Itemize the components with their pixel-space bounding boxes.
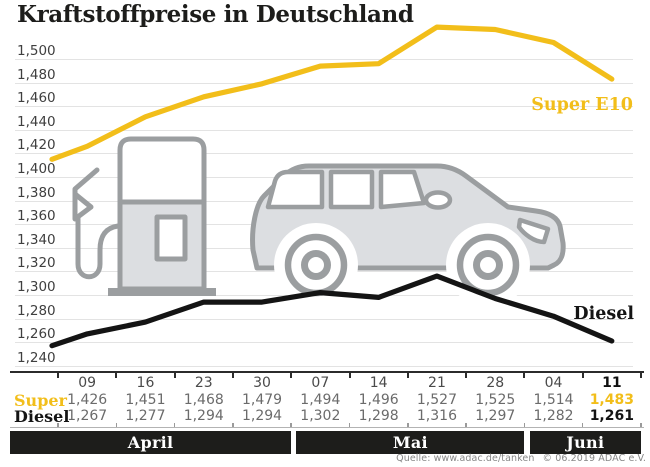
chart-title: Kraftstoffpreise in Deutschland [17, 1, 414, 28]
date-label: 09 [78, 375, 97, 391]
price-value-super: 1,479 [241, 391, 283, 408]
price-chart: 1,240 1,260 1,280 1,300 1,320 1,340 1,360 1,380… [15, 24, 634, 367]
car-icon [250, 163, 566, 307]
separator-tick [57, 423, 59, 427]
separator-tick [465, 423, 467, 427]
x-axis-line [10, 371, 644, 373]
pump-base [108, 288, 216, 296]
date-label: 16 [136, 375, 155, 391]
price-value-diesel: 1,277 [125, 408, 166, 424]
separator-tick [523, 423, 526, 427]
y-axis-tick-label: 1,380 [17, 185, 56, 201]
x-axis-tick [523, 371, 526, 378]
price-value-diesel: 1,298 [358, 408, 399, 424]
price-value-super: 1,496 [358, 391, 399, 408]
price-value-diesel: 1,302 [300, 408, 341, 424]
source-quelle: Quelle: www.adac.de/tanken [396, 453, 535, 464]
x-axis-tick [406, 371, 409, 378]
month-band-april: April [10, 431, 292, 454]
series-label-layer: Super E10 Diesel [531, 95, 634, 324]
price-value-diesel: 1,267 [67, 408, 108, 424]
x-axis-tick [465, 371, 468, 378]
price-value-diesel: 1,294 [183, 408, 224, 424]
separator-tick [232, 423, 234, 427]
pump-nozzle-trigger [72, 191, 94, 222]
y-axis-tick-label: 1,260 [17, 326, 56, 342]
price-value-super: 1,525 [475, 391, 516, 408]
front-wheel-hub [473, 250, 503, 280]
date-label: 14 [369, 375, 388, 391]
date-label: 07 [311, 375, 330, 391]
pump-hose [75, 213, 121, 280]
x-axis-tick [173, 371, 176, 378]
car-side-mirror [423, 190, 453, 210]
price-value-super: 1,451 [125, 391, 166, 408]
y-axis-tick-label: 1,280 [17, 303, 56, 319]
car-middle-window [328, 169, 375, 210]
x-axis-tick [231, 371, 234, 378]
price-value-diesel: 1,297 [475, 408, 516, 424]
separator-tick [290, 423, 292, 427]
super-e10-label: Super E10 [531, 95, 633, 115]
date-label: 21 [428, 375, 446, 391]
source-copyright: © 06.2019 ADAC e.V. [542, 453, 646, 464]
month-band-mai: Mai [296, 431, 525, 454]
month-band-juni: Juni [529, 431, 641, 454]
separator-tick [581, 423, 584, 427]
price-value-diesel: 1,261 [589, 408, 634, 424]
price-value-super: 1,483 [589, 391, 634, 408]
price-value-super: 1,426 [67, 391, 108, 408]
y-axis-tick-label: 1,480 [17, 67, 56, 83]
price-value-super: 1,468 [183, 391, 224, 408]
y-axis-tick-label: 1,400 [17, 161, 56, 177]
row-label-super: Super [14, 390, 67, 410]
car-front-window [378, 169, 427, 210]
date-label: 28 [486, 375, 505, 391]
source-note: Quelle: www.adac.de/tanken © 06.2019 ADAC… [396, 453, 646, 464]
row-label-diesel: Diesel [14, 407, 70, 426]
y-axis-tick-label: 1,420 [17, 137, 56, 153]
price-value-super: 1,527 [416, 391, 457, 408]
price-value-diesel: 1,316 [416, 408, 457, 424]
separator-tick [407, 423, 409, 427]
x-axis-tick [348, 371, 351, 378]
separator-tick [348, 423, 351, 427]
y-axis-tick-label: 1,240 [17, 350, 56, 366]
y-axis-tick-label: 1,320 [17, 255, 56, 271]
y-axis-tick-label: 1,340 [17, 232, 56, 248]
price-value-super: 1,494 [300, 391, 341, 408]
y-axis-tick-label: 1,300 [17, 279, 56, 295]
pump-screen [154, 214, 188, 262]
car-headlight [516, 217, 551, 245]
super-e10-line [49, 24, 615, 162]
price-value-diesel: 1,294 [241, 408, 283, 424]
line-layer [49, 24, 615, 349]
price-value-diesel: 1,282 [533, 408, 574, 424]
rear-wheel-hub [301, 250, 331, 280]
y-axis-tick-label: 1,440 [17, 114, 56, 130]
price-value-super: 1,514 [533, 391, 574, 408]
x-axis-tick [290, 371, 293, 378]
y-axis-tick-label: 1,460 [17, 90, 56, 106]
x-axis-tick [581, 371, 584, 378]
diesel-label: Diesel [573, 304, 634, 324]
x-axis-tick [115, 371, 118, 378]
y-axis-tick-label: 1,500 [17, 43, 56, 59]
diesel-line [49, 273, 615, 349]
x-axis-tick [640, 371, 642, 378]
car-rear-window [265, 169, 325, 210]
x-axis-tick [57, 371, 59, 378]
fuel-pump-icon [72, 136, 216, 296]
date-label: 23 [194, 375, 213, 391]
date-label: 30 [253, 375, 271, 391]
table-separator-line [10, 427, 644, 428]
separator-tick [640, 423, 642, 427]
date-label: 04 [544, 375, 563, 391]
separator-tick [173, 423, 176, 427]
separator-tick [115, 423, 117, 427]
date-label: 11 [602, 375, 622, 391]
y-axis-tick-label: 1,360 [17, 208, 56, 224]
